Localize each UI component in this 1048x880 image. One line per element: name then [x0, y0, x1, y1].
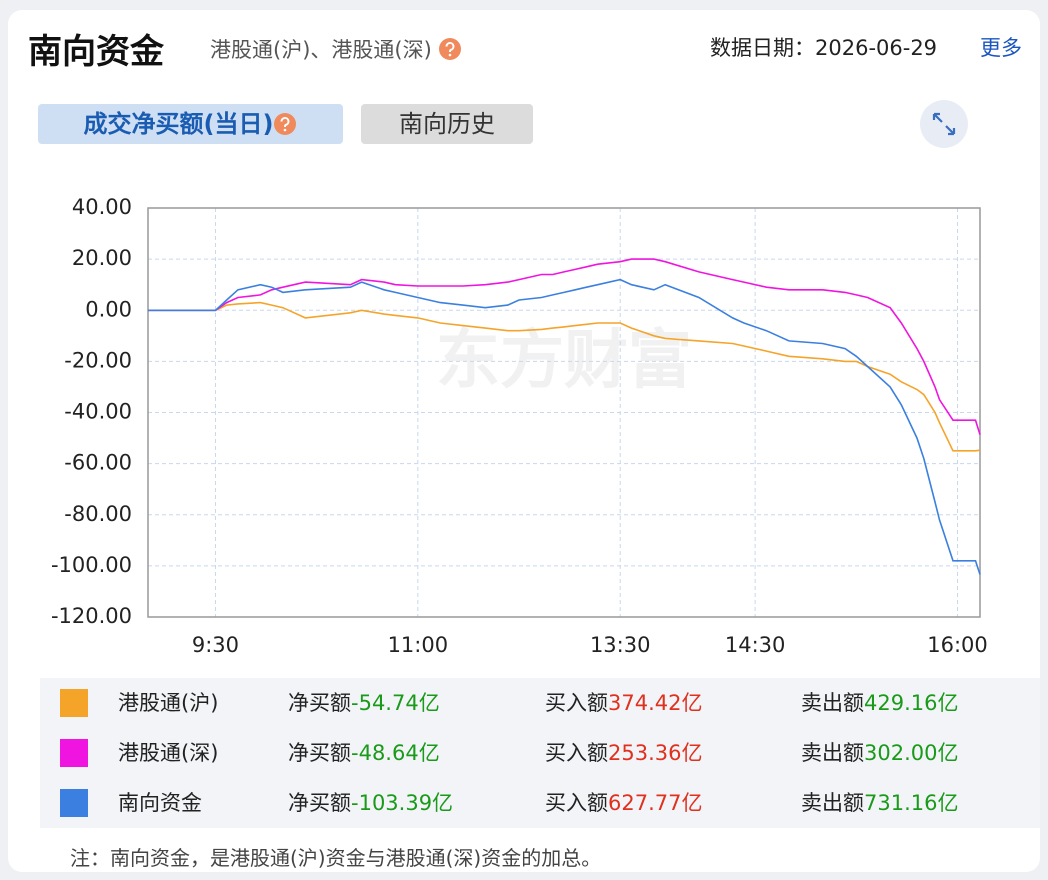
plot-border	[147, 207, 981, 618]
card: 南向资金 港股通(沪)、港股通(深) 数据日期：2026-06-29 更多 成交…	[8, 10, 1040, 872]
x-tick-label: 11:00	[388, 633, 449, 657]
tab-label: 成交净买额(当日)	[83, 110, 274, 138]
subtitle-text: 港股通(沪)、港股通(深)	[210, 38, 432, 62]
series-line	[148, 258, 981, 435]
summary-row: 南向资金 净买额-103.39亿 买入额627.77亿 卖出额731.16亿	[40, 778, 1040, 828]
stat-value: 253.36亿	[608, 741, 703, 765]
tab[interactable]: 南向历史	[361, 104, 533, 144]
y-tick-label: -120.00	[51, 604, 132, 628]
stat-value: 429.16亿	[864, 691, 959, 715]
stat: 净买额-54.74亿	[288, 678, 440, 728]
stat-label: 净买额	[288, 741, 351, 765]
help-icon[interactable]	[273, 112, 297, 136]
stat: 卖出额731.16亿	[801, 778, 958, 828]
note: 注：南向资金，是港股通(沪)资金与港股通(深)资金的加总。	[70, 846, 602, 870]
title: 南向资金	[28, 32, 164, 72]
more-link[interactable]: 更多	[980, 36, 1022, 60]
series-line	[148, 278, 981, 575]
stat-label: 净买额	[288, 791, 351, 815]
stat-label: 卖出额	[801, 741, 864, 765]
stat: 买入额627.77亿	[545, 778, 702, 828]
summary-row: 港股通(深) 净买额-48.64亿 买入额253.36亿 卖出额302.00亿	[40, 728, 1040, 778]
legend-label: 港股通(沪)	[118, 691, 219, 715]
help-icon[interactable]	[438, 37, 462, 61]
stat: 净买额-48.64亿	[288, 728, 440, 778]
summary-row: 港股通(沪) 净买额-54.74亿 买入额374.42亿 卖出额429.16亿	[40, 678, 1040, 728]
y-tick-label: 40.00	[72, 195, 132, 219]
stat-value: 731.16亿	[864, 791, 959, 815]
stat: 买入额374.42亿	[545, 678, 702, 728]
legend-swatch	[60, 789, 88, 817]
stat-value: -48.64亿	[351, 741, 440, 765]
stat-value: -103.39亿	[351, 791, 454, 815]
legend-swatch	[60, 689, 88, 717]
y-tick-label: -80.00	[64, 502, 132, 526]
stat-value: 374.42亿	[608, 691, 703, 715]
x-tick-label: 13:30	[590, 633, 651, 657]
y-tick-label: -40.00	[64, 400, 132, 424]
x-tick-label: 9:30	[192, 633, 239, 657]
legend-swatch	[60, 739, 88, 767]
stat-label: 买入额	[545, 791, 608, 815]
series-line	[148, 301, 981, 452]
stat-label: 卖出额	[801, 791, 864, 815]
stat-label: 买入额	[545, 741, 608, 765]
y-tick-label: 0.00	[85, 297, 132, 321]
stat: 买入额253.36亿	[545, 728, 702, 778]
stat-label: 买入额	[545, 691, 608, 715]
chart: 东方财富40.0020.000.00-20.00-40.00-60.00-80.…	[51, 195, 988, 657]
tab-active[interactable]: 成交净买额(当日)	[38, 104, 343, 144]
stat: 净买额-103.39亿	[288, 778, 453, 828]
summary-table: 港股通(沪) 净买额-54.74亿 买入额374.42亿 卖出额429.16亿 港股通(…	[40, 678, 1040, 828]
stat-label: 净买额	[288, 691, 351, 715]
subtitle: 港股通(沪)、港股通(深)	[210, 34, 462, 64]
y-tick-label: -100.00	[51, 553, 132, 577]
y-tick-label: 20.00	[72, 246, 132, 270]
stat-value: 302.00亿	[864, 741, 959, 765]
stat-label: 卖出额	[801, 691, 864, 715]
data-date: 数据日期：2026-06-29	[710, 36, 938, 60]
stat-value: 627.77亿	[608, 791, 703, 815]
x-tick-label: 16:00	[927, 633, 988, 657]
y-tick-label: -60.00	[64, 451, 132, 475]
y-tick-label: -20.00	[64, 348, 132, 372]
stat: 卖出额429.16亿	[801, 678, 958, 728]
legend-label: 港股通(深)	[118, 741, 219, 765]
stat-value: -54.74亿	[351, 691, 440, 715]
x-tick-label: 14:30	[725, 633, 786, 657]
expand-button[interactable]	[920, 100, 968, 148]
legend-label: 南向资金	[118, 791, 202, 815]
stat: 卖出额302.00亿	[801, 728, 958, 778]
